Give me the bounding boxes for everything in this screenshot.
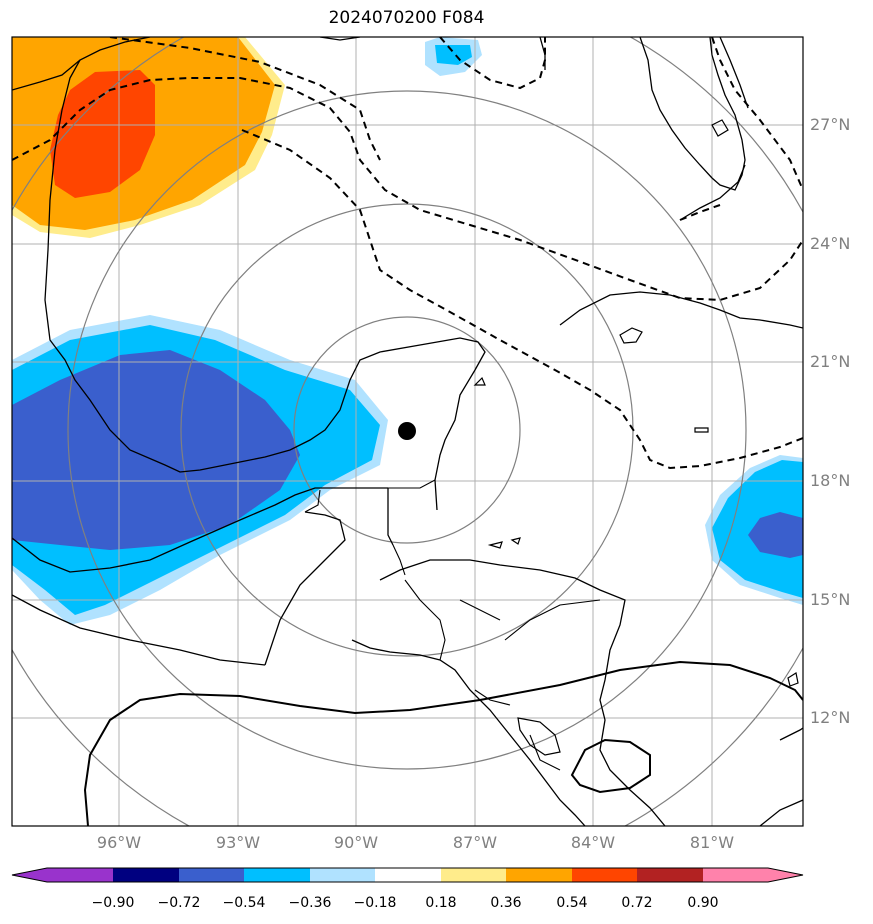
colorbar-segment-0 [12, 868, 113, 882]
colorbar-label: −0.54 [222, 895, 266, 911]
negative-anomaly-caribbean [705, 455, 803, 605]
colorbar-segment-5 [375, 868, 441, 882]
solid-contours [83, 660, 803, 826]
lat-label-12n: 12°N [810, 708, 851, 727]
colorbar-segment-10 [703, 868, 803, 882]
colorbar-label: 0.36 [490, 895, 522, 911]
lat-label-24n: 24°N [810, 234, 851, 253]
colorbar-label: 0.90 [687, 895, 719, 911]
lon-label-90w: 90°W [333, 833, 379, 852]
lon-label-93w: 93°W [215, 833, 261, 852]
colorbar-segment-2 [179, 868, 244, 882]
dashed-contours [12, 37, 803, 470]
colorbar-segment-7 [506, 868, 572, 882]
colorbar-segment-4 [310, 868, 375, 882]
colorbar-segment-1 [113, 868, 179, 882]
country-borders [304, 479, 601, 771]
map-frame [11, 36, 804, 827]
colorbar-segment-8 [572, 868, 637, 882]
positive-anomaly-nw [12, 37, 285, 238]
lon-label-81w: 81°W [689, 833, 735, 852]
lat-label-27n: 27°N [810, 115, 851, 134]
colorbar-segment-6 [441, 868, 506, 882]
colorbar-segment-9 [637, 868, 703, 882]
islands [473, 119, 799, 756]
map-title: 2024070200 F084 [328, 8, 485, 28]
colorbar-label: 0.72 [621, 895, 653, 911]
lon-label-84w: 84°W [570, 833, 616, 852]
lat-label-21n: 21°N [810, 352, 851, 371]
colorbar-outline [11, 867, 804, 883]
colorbar-label: 0.18 [425, 895, 457, 911]
storm-center-marker [398, 422, 416, 440]
graticule [12, 37, 803, 826]
lon-label-87w: 87°W [452, 833, 498, 852]
lat-label-15n: 15°N [810, 590, 851, 609]
colorbar-label: −0.18 [353, 895, 397, 911]
lon-label-96w: 96°W [96, 833, 142, 852]
negative-anomaly-north [425, 37, 482, 76]
colorbar-label: −0.72 [157, 895, 201, 911]
lat-label-18n: 18°N [810, 471, 851, 490]
range-rings [12, 37, 803, 826]
colorbar-label: −0.90 [91, 895, 135, 911]
colorbar-label: 0.54 [556, 895, 588, 911]
colorbar-label: −0.36 [288, 895, 332, 911]
colorbar-segment-3 [244, 868, 310, 882]
colorbar [11, 867, 804, 883]
map-panel [11, 36, 804, 827]
